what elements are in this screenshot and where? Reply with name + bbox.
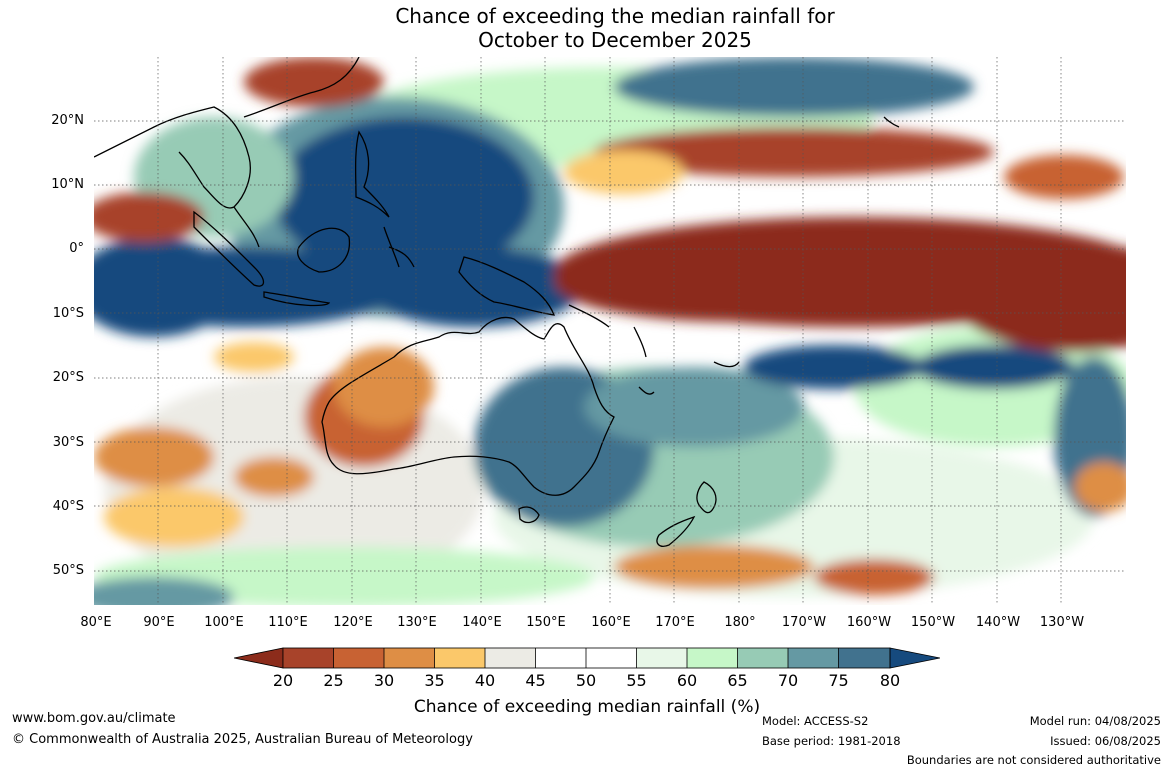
legend-tick: 50 <box>575 671 597 690</box>
legend-title: Chance of exceeding median rainfall (%) <box>413 697 761 717</box>
title-line-2: October to December 2025 <box>478 28 752 52</box>
legend-arrow-high <box>889 647 940 669</box>
lat-label-20n: 20°N <box>51 113 84 128</box>
legend-swatch <box>687 648 738 668</box>
legend-tick: 30 <box>373 671 395 690</box>
map-canvas <box>94 57 1126 605</box>
lat-label-10s: 10°S <box>52 306 84 321</box>
legend-tick: 75 <box>828 671 849 690</box>
lat-label-40s: 40°S <box>52 499 84 514</box>
base-period: Base period: 1981-2018 <box>762 734 901 748</box>
legend-tick: 25 <box>323 671 344 690</box>
lon-label-130e: 130°E <box>397 615 437 630</box>
lon-label-120e: 120°E <box>333 615 373 630</box>
lat-label-50s: 50°S <box>52 563 84 578</box>
website-link[interactable]: www.bom.gov.au/climate <box>12 711 176 726</box>
legend-swatch <box>838 648 890 668</box>
legend-tick: 60 <box>676 671 698 690</box>
lon-label-160e: 160°E <box>591 615 631 630</box>
lat-label-30s: 30°S <box>52 435 84 450</box>
legend-swatch <box>535 648 586 668</box>
legend-swatch <box>485 648 536 668</box>
lon-label-100e: 100°E <box>204 615 244 630</box>
legend-tick: 40 <box>474 671 496 690</box>
legend-tick: 55 <box>626 671 647 690</box>
legend-swatch <box>788 648 839 668</box>
lon-label-110e: 110°E <box>268 615 308 630</box>
legend-tick: 70 <box>777 671 799 690</box>
lon-label-180: 180° <box>724 615 756 630</box>
legend-tick: 65 <box>727 671 748 690</box>
lon-label-140e: 140°E <box>462 615 502 630</box>
lat-label-0: 0° <box>69 241 84 256</box>
legend-swatch <box>333 648 384 668</box>
lat-label-20s: 20°S <box>52 370 84 385</box>
legend-colorbar <box>234 647 940 669</box>
boundaries-disclaimer: Boundaries are not considered authoritat… <box>906 753 1161 767</box>
lon-label-170e: 170°E <box>655 615 695 630</box>
lon-label-170w: 170°W <box>781 615 827 630</box>
lon-label-140w: 140°W <box>975 615 1021 630</box>
probability-field <box>94 57 1126 605</box>
lon-label-150e: 150°E <box>526 615 566 630</box>
lon-label-90e: 90°E <box>143 615 175 630</box>
legend-tick: 20 <box>272 671 294 690</box>
issued-date: Issued: 06/08/2025 <box>1050 734 1161 748</box>
lon-label-160w: 160°W <box>846 615 892 630</box>
lon-label-130w: 130°W <box>1039 615 1085 630</box>
legend-swatch <box>636 648 687 668</box>
lon-label-80e: 80°E <box>80 615 112 630</box>
legend-tick: 35 <box>424 671 445 690</box>
legend-tick: 80 <box>879 671 901 690</box>
rainfall-probability-map[interactable] <box>94 57 1126 605</box>
legend-swatch <box>586 648 637 668</box>
legend-swatch <box>384 648 435 668</box>
legend-swatch <box>737 648 788 668</box>
copyright-text: © Commonwealth of Australia 2025, Austra… <box>12 732 473 747</box>
title-line-1: Chance of exceeding the median rainfall … <box>395 4 835 28</box>
lon-label-150w: 150°W <box>910 615 956 630</box>
model-name: Model: ACCESS-S2 <box>762 714 869 728</box>
lat-label-10n: 10°N <box>51 177 84 192</box>
legend-swatch <box>434 648 485 668</box>
model-run-date: Model run: 04/08/2025 <box>1029 714 1161 728</box>
map-title: Chance of exceeding the median rainfall … <box>0 4 1173 52</box>
legend-swatch <box>283 648 334 668</box>
graticule <box>94 57 1126 605</box>
legend-tick: 45 <box>525 671 546 690</box>
coastlines <box>94 57 900 547</box>
legend-arrow-low <box>234 647 284 669</box>
